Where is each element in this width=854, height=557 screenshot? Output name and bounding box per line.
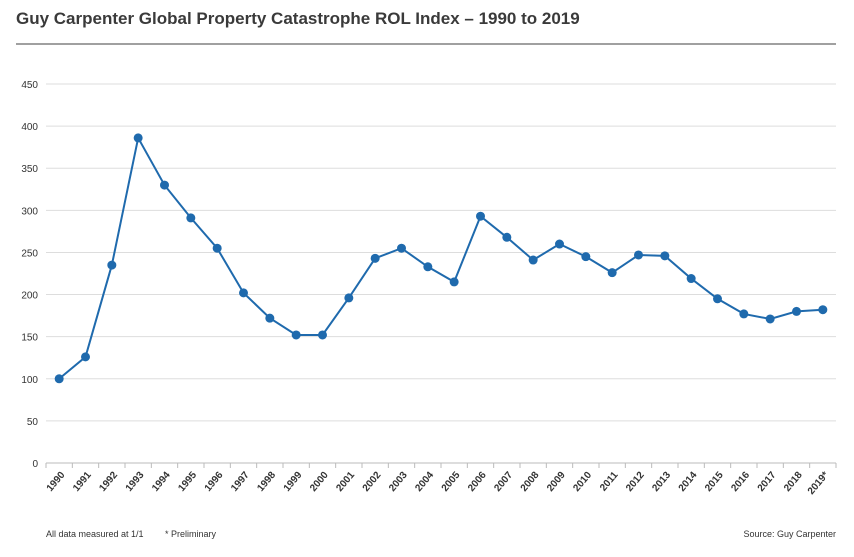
data-point [265,313,275,323]
x-tick-label: 1990 [45,470,68,494]
data-point [397,243,406,253]
x-tick-label: 2019* [806,470,831,497]
data-point [54,374,64,384]
x-tick-label: 2012 [624,470,647,494]
x-tick-label: 1997 [229,470,252,494]
y-tick-label: 250 [21,248,38,259]
data-point [502,232,512,242]
x-tick-label: 1998 [255,470,278,494]
x-tick-label: 2002 [361,470,384,494]
data-point [581,252,591,262]
x-tick-label: 1992 [97,470,120,494]
y-tick-label: 0 [32,459,38,470]
x-tick-label: 2011 [598,470,621,494]
data-point [160,180,169,190]
data-point [555,239,564,249]
data-point [318,330,327,340]
x-tick-label: 1994 [150,470,173,494]
data-point [344,293,354,303]
x-tick-label: 2008 [519,470,542,494]
footnote-preliminary: * Preliminary [165,529,217,539]
data-point [186,213,196,223]
y-tick-label: 450 [21,80,38,91]
data-point [107,260,117,270]
x-tick-label: 2014 [677,470,700,494]
data-point [133,133,143,143]
x-tick-label: 2009 [545,470,568,494]
x-tick-label: 1991 [71,470,94,494]
x-tick-label: 2013 [650,470,673,494]
x-tick-label: 1993 [124,470,147,494]
chart-title: Guy Carpenter Global Property Catastroph… [16,9,580,28]
x-tick-label: 2006 [466,470,489,494]
data-point [81,352,90,362]
data-point [739,309,749,319]
data-point [239,288,248,298]
x-tick-label: 1995 [176,470,199,494]
x-tick-label: 1996 [203,470,226,494]
x-tick-label: 2004 [413,470,436,494]
x-tick-label: 2010 [571,470,594,494]
x-tick-label: 2015 [703,470,726,494]
x-tick-label: 1999 [282,470,305,494]
data-point [792,306,801,316]
y-tick-label: 150 [21,333,38,344]
series-line [58,135,823,380]
y-tick-label: 300 [21,206,38,217]
x-tick-label: 2017 [756,470,779,494]
y-tick-label: 400 [21,122,38,133]
title-divider [16,43,836,45]
x-tick-label: 2001 [334,470,357,494]
data-point [713,294,722,304]
y-tick-label: 200 [21,291,38,302]
y-tick-label: 350 [21,164,38,175]
data-point [476,211,485,221]
x-tick-label: 2000 [308,470,331,494]
x-tick-label: 2003 [387,470,410,494]
source-note: Source: Guy Carpenter [743,529,836,539]
data-point [212,243,222,253]
x-tick-label: 2007 [492,470,515,494]
footnote-measured: All data measured at 1/1 [46,529,144,539]
data-point [449,277,459,287]
data-point [607,268,617,278]
data-point [765,314,775,324]
x-tick-label: 2005 [440,470,463,494]
y-tick-label: 50 [27,417,39,428]
data-point [291,330,301,340]
data-point [423,262,433,272]
x-tick-label: 2018 [782,470,805,494]
y-tick-label: 100 [21,375,38,386]
data-point [818,305,828,315]
data-point [634,250,643,260]
x-tick-label: 2016 [729,470,752,494]
data-point [660,251,670,261]
data-point [370,253,380,263]
data-point [528,255,538,265]
data-point [686,274,696,284]
